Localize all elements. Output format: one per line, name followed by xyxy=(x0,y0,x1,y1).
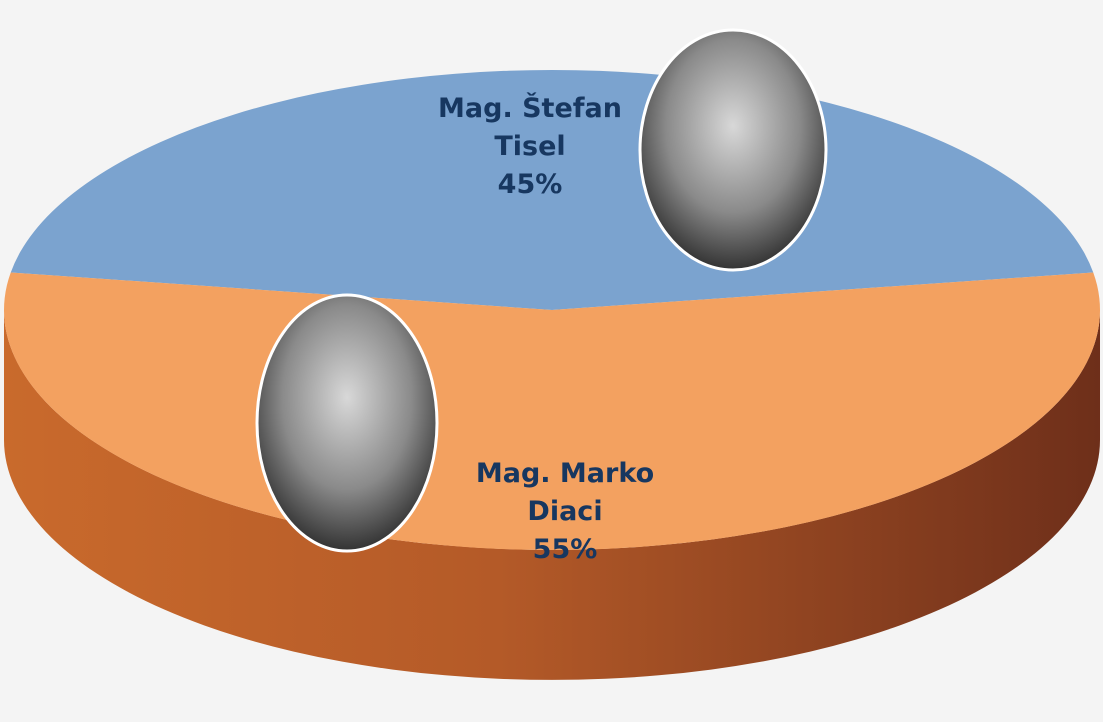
category-name: Mag. Štefan Tisel xyxy=(425,90,635,166)
category-name: Mag. Marko Diaci xyxy=(460,455,670,531)
photo xyxy=(640,30,826,270)
photo xyxy=(257,295,437,551)
value-label: 55% xyxy=(460,531,670,569)
page: Mag. Štefan Tisel45% Mag. Marko Diaci55% xyxy=(0,0,1103,722)
value-label: 45% xyxy=(425,166,635,204)
